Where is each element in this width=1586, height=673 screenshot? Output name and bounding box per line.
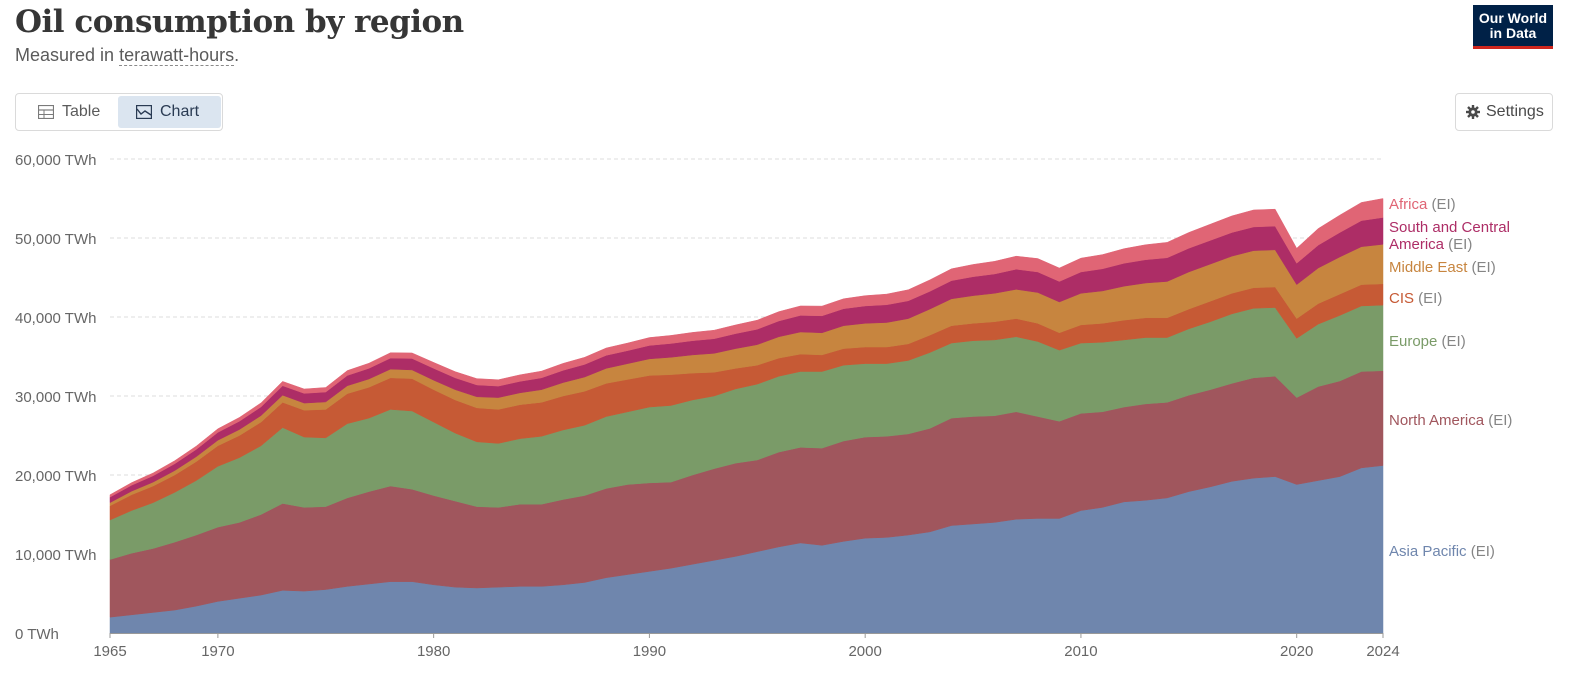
legend-label-asia_pacific: Asia Pacific (EI) <box>1389 543 1495 560</box>
legend-suffix: (EI) <box>1484 412 1512 429</box>
y-tick-label: 10,000 TWh <box>15 547 96 564</box>
tab-table-label: Table <box>62 103 101 120</box>
subtitle-suffix: . <box>234 45 240 65</box>
view-tabs: Table Chart <box>15 93 223 131</box>
axes: 0 TWh 10,000 TWh 20,000 TWh 30,000 TWh 40,00… <box>15 152 1400 660</box>
y-tick-label: 60,000 TWh <box>15 152 96 169</box>
legend-name: North America <box>1389 412 1485 429</box>
legend-name: Europe <box>1389 333 1437 350</box>
x-tick-label: 2010 <box>1064 643 1097 660</box>
owid-logo[interactable]: Our World in Data <box>1473 5 1553 49</box>
y-tick-label: 30,000 TWh <box>15 389 96 406</box>
legend-label-cis: CIS (EI) <box>1389 290 1442 307</box>
x-tick-label: 2024 <box>1366 643 1399 660</box>
table-icon <box>38 105 54 119</box>
legend-suffix: (EI) <box>1414 290 1442 307</box>
x-tick-label: 1965 <box>93 643 126 660</box>
legend-name: Middle East <box>1389 259 1468 276</box>
settings-button[interactable]: Settings <box>1455 93 1553 131</box>
y-tick-label: 0 TWh <box>15 626 59 643</box>
legend-label-europe: Europe (EI) <box>1389 333 1466 350</box>
x-tick-label: 1990 <box>633 643 666 660</box>
legend-label-middle_east: Middle East (EI) <box>1389 259 1496 276</box>
page-title: Oil consumption by region <box>15 4 464 40</box>
logo-line-1: Our World <box>1478 10 1548 26</box>
x-tick-label: 2020 <box>1280 643 1313 660</box>
x-tick-label: 1970 <box>201 643 234 660</box>
legend-suffix: (EI) <box>1444 236 1472 253</box>
gear-icon <box>1466 105 1480 119</box>
chart-area-icon <box>136 105 152 119</box>
legend-label-south_central_america: South and Central America (EI) <box>1389 219 1510 253</box>
x-tick-label: 2000 <box>848 643 881 660</box>
legend-name: Africa <box>1389 196 1428 213</box>
legend-label-africa: Africa (EI) <box>1389 196 1456 213</box>
legend-name: CIS <box>1389 290 1414 307</box>
tab-chart[interactable]: Chart <box>118 96 221 128</box>
logo-line-2: in Data <box>1489 25 1537 41</box>
x-tick-label: 1980 <box>417 643 450 660</box>
y-tick-label: 20,000 TWh <box>15 468 96 485</box>
legend-suffix: (EI) <box>1467 259 1495 276</box>
legend-suffix: (EI) <box>1427 196 1455 213</box>
y-tick-label: 50,000 TWh <box>15 231 96 248</box>
legend: Asia Pacific (EI)North America (EI)Europ… <box>1389 196 1512 560</box>
area-africa <box>109 198 1384 498</box>
legend-name: South and Central <box>1389 219 1510 236</box>
legend-suffix: (EI) <box>1437 333 1465 350</box>
unit-link[interactable]: terawatt-hours <box>119 45 235 66</box>
legend-label-north_america: North America (EI) <box>1389 412 1512 429</box>
legend-suffix: (EI) <box>1467 543 1495 560</box>
area-series <box>109 198 1384 634</box>
legend-name: Asia Pacific <box>1389 543 1467 560</box>
y-tick-label: 40,000 TWh <box>15 310 96 327</box>
subtitle: Measured in terawatt-hours. <box>15 45 239 66</box>
settings-label: Settings <box>1486 103 1544 120</box>
tab-table[interactable]: Table <box>20 96 118 128</box>
legend-name: America <box>1389 236 1445 253</box>
tab-chart-label: Chart <box>160 103 200 120</box>
subtitle-prefix: Measured in <box>15 45 120 65</box>
